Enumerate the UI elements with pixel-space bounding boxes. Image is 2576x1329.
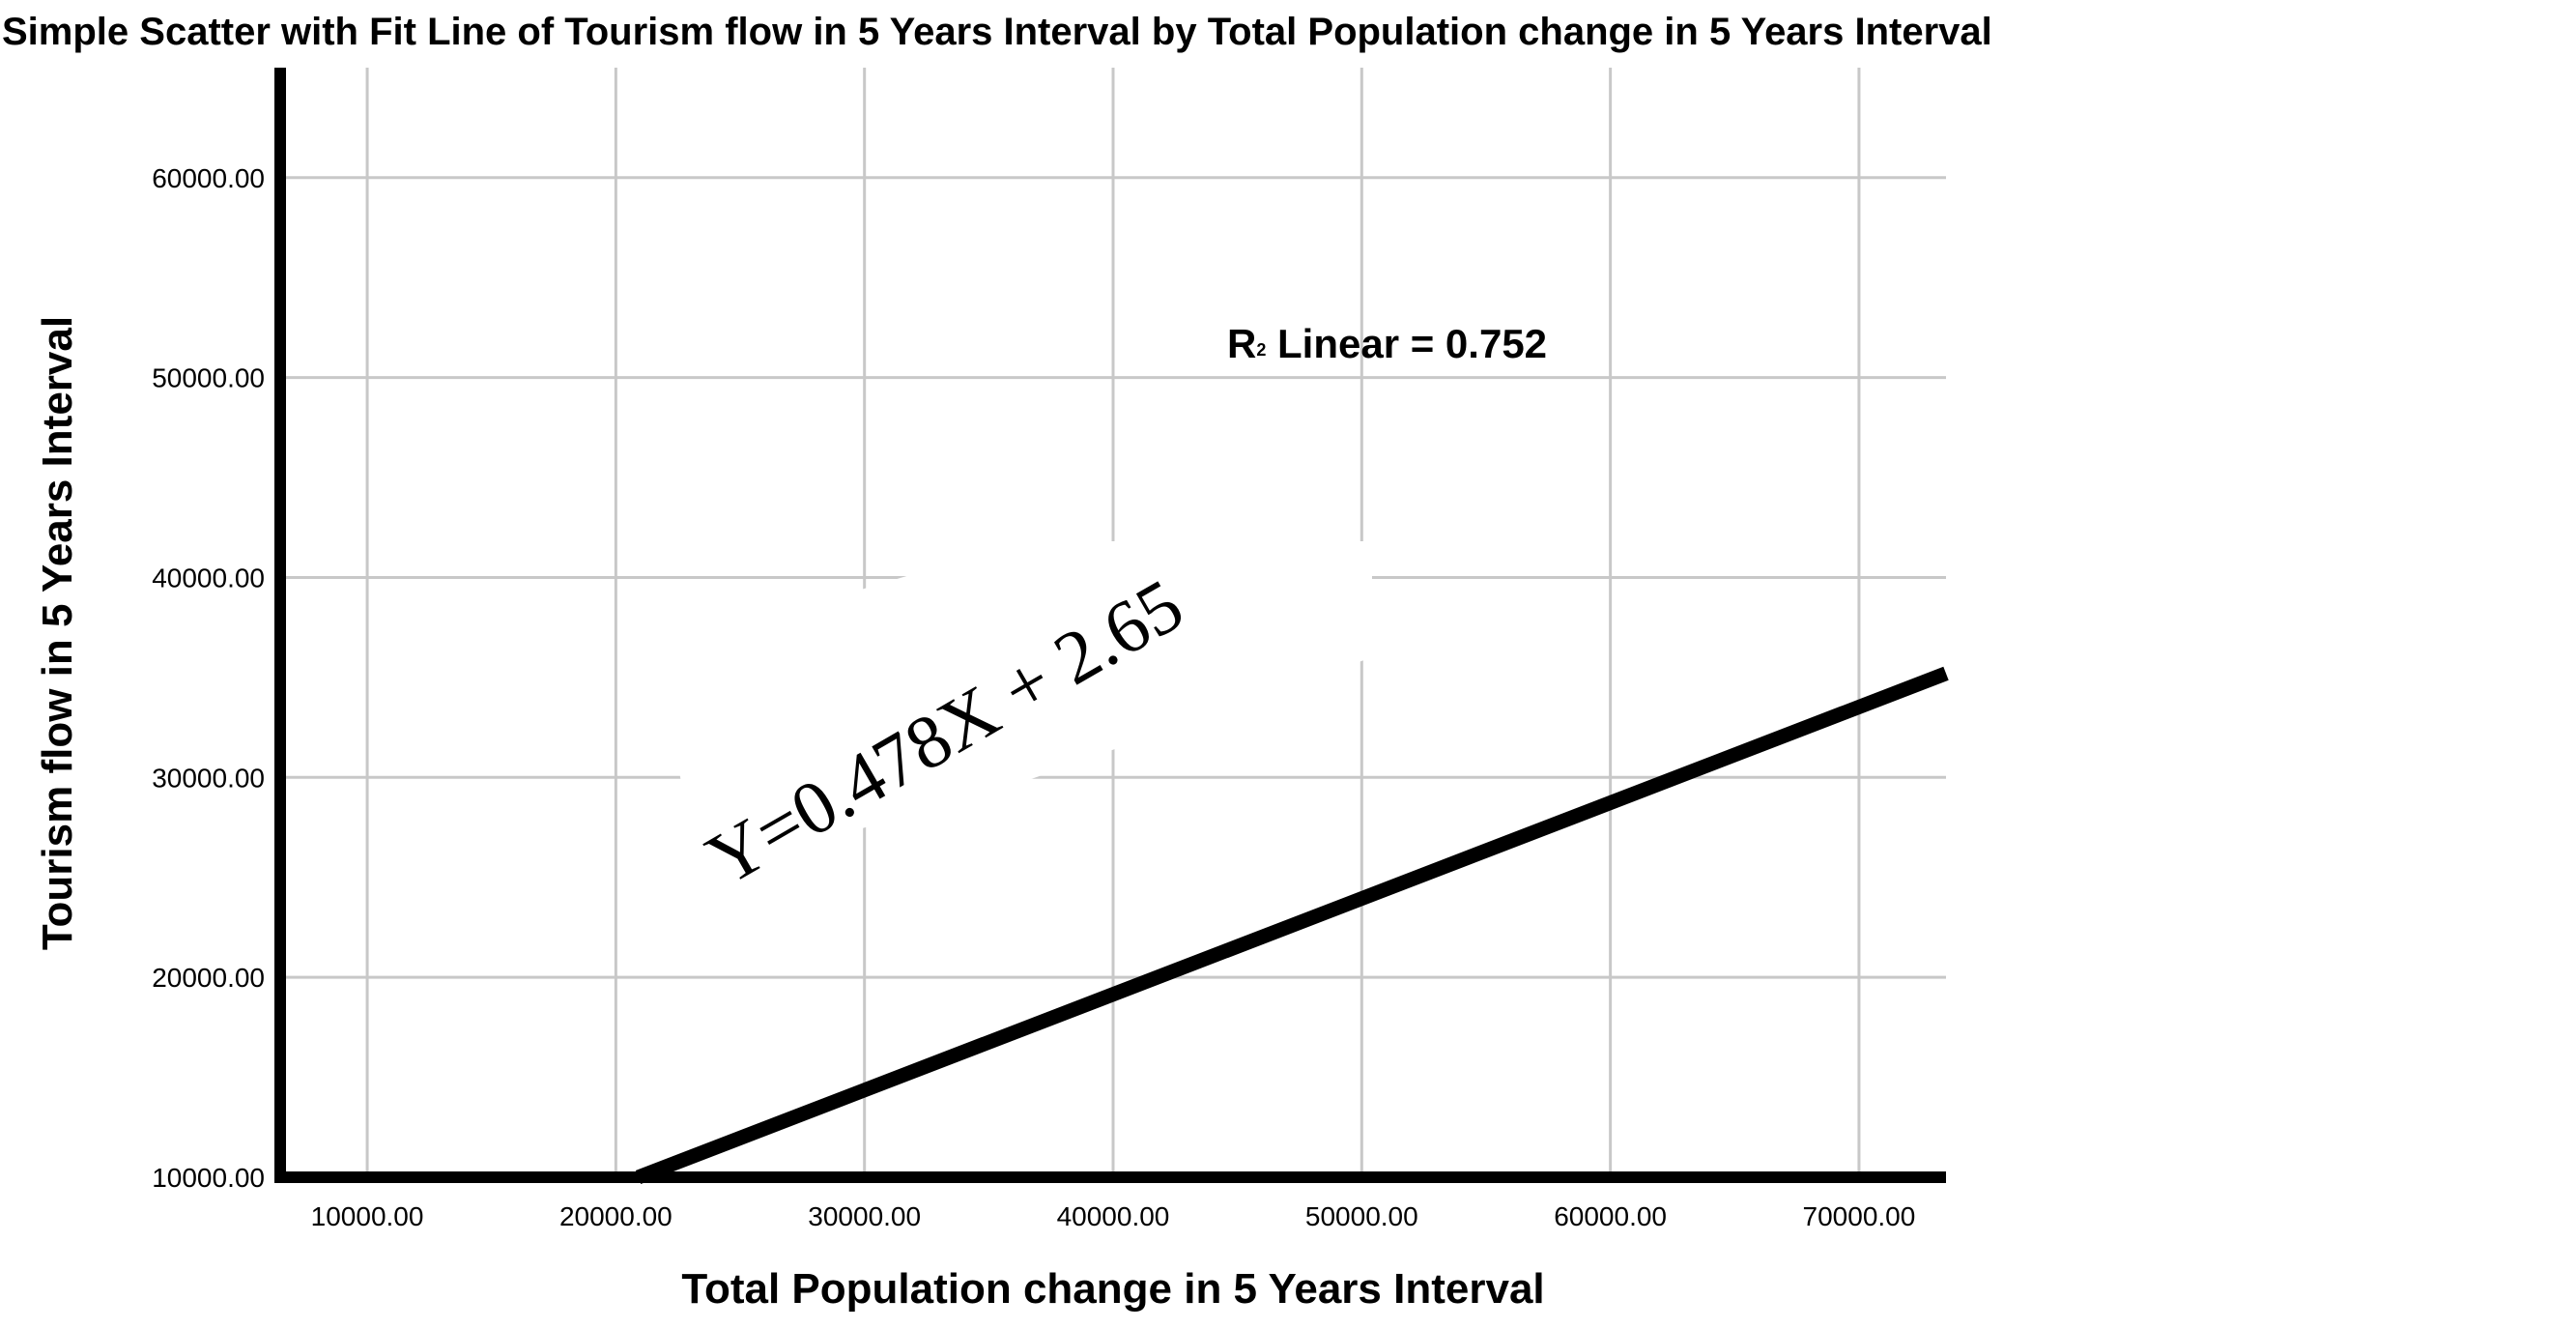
r-squared-value: Linear = 0.752: [1266, 321, 1547, 366]
x-tick-label: 70000.00: [1803, 1201, 1916, 1231]
y-tick-label: 10000.00: [152, 1163, 265, 1193]
x-tick-label: 40000.00: [1057, 1201, 1170, 1231]
x-tick-label: 30000.00: [808, 1201, 921, 1231]
y-axis-label: Tourism flow in 5 Years Interval: [34, 316, 81, 950]
x-axis-ticks: 10000.00 20000.00 30000.00 40000.00 50000.00…: [311, 1201, 1916, 1231]
r-squared-r: R: [1227, 321, 1256, 366]
x-tick-label: 50000.00: [1305, 1201, 1418, 1231]
y-tick-label: 40000.00: [152, 563, 265, 592]
x-tick-label: 10000.00: [311, 1201, 424, 1231]
y-tick-label: 30000.00: [152, 763, 265, 793]
r-squared-superscript: 2: [1256, 340, 1266, 360]
x-axis-label: Total Population change in 5 Years Inter…: [681, 1265, 1544, 1313]
y-tick-label: 60000.00: [152, 163, 265, 193]
y-tick-label: 50000.00: [152, 363, 265, 393]
equation-background: [676, 541, 1372, 870]
y-axis-ticks: 10000.00 20000.00 30000.00 40000.00 50000.00…: [152, 163, 265, 1193]
chart-title: Simple Scatter with Fit Line of Tourism …: [2, 11, 1992, 53]
x-tick-label: 20000.00: [559, 1201, 673, 1231]
r-squared-annotation: R2 Linear = 0.752: [1227, 321, 1547, 366]
fit-line: [635, 666, 1949, 1184]
x-tick-label: 60000.00: [1554, 1201, 1667, 1231]
y-tick-label: 20000.00: [152, 963, 265, 993]
